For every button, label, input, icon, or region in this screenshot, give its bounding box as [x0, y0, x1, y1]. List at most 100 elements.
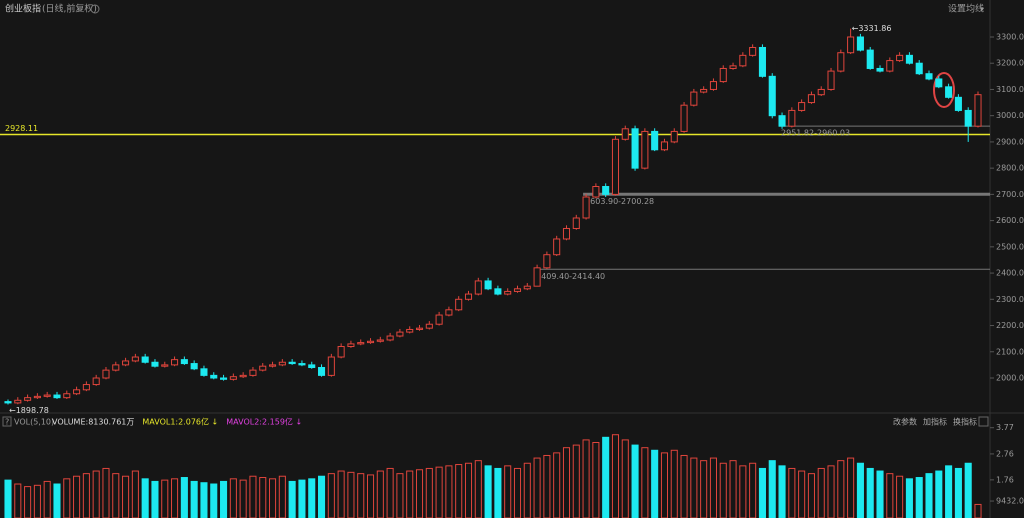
candle-body	[308, 364, 316, 369]
volume-bar	[112, 473, 120, 518]
candle-body	[876, 67, 884, 72]
candle-body	[435, 314, 443, 325]
volume-bar	[386, 467, 394, 518]
candle-body	[680, 104, 688, 132]
candle-body	[729, 65, 737, 69]
volume-bar	[523, 462, 531, 518]
candle-body	[229, 376, 237, 380]
volume-bar	[269, 478, 277, 518]
candle-body	[102, 369, 110, 379]
candle-body	[269, 364, 277, 367]
volume-bar	[347, 471, 355, 518]
volume-bar	[866, 467, 874, 518]
volume-bar	[288, 480, 296, 518]
candle-body	[73, 389, 81, 395]
candle-body	[151, 361, 159, 367]
candle-body	[63, 393, 71, 399]
toolbar-button[interactable]: 加指标	[923, 417, 947, 427]
volume-bar	[180, 477, 188, 518]
volume-bar	[719, 462, 727, 518]
candle-body	[513, 288, 522, 292]
volume-bar	[739, 465, 747, 518]
candle-body	[180, 359, 188, 365]
candle-body	[259, 365, 267, 371]
volume-bar	[474, 460, 482, 518]
volume-bar	[357, 473, 365, 518]
candle-body	[886, 60, 894, 72]
settings-icon[interactable]	[90, 4, 100, 14]
candle-body	[778, 115, 786, 127]
volume-bar	[73, 475, 81, 518]
y-tick-label: 2100.00	[996, 347, 1024, 356]
y-tick-label: 2.76	[996, 449, 1014, 458]
volume-bar	[592, 442, 600, 518]
volume-bar	[259, 477, 267, 518]
candle-body	[847, 36, 855, 54]
y-tick-label: 2200.00	[996, 321, 1024, 330]
candle-body	[925, 73, 933, 80]
candle-body	[572, 217, 580, 229]
volume-bar	[171, 478, 179, 518]
candle-body	[33, 395, 41, 399]
candle-body	[827, 70, 835, 90]
volume-bar	[768, 460, 776, 518]
volume-bar	[484, 465, 492, 518]
candle-body	[758, 46, 766, 77]
volume-bar	[200, 482, 208, 518]
volume-bar	[82, 473, 90, 518]
close-button[interactable]	[978, 416, 989, 427]
candle-body	[670, 130, 678, 143]
volume-bar	[4, 479, 12, 518]
volume-bar	[729, 460, 737, 518]
toolbar-button[interactable]: 改参数	[893, 417, 917, 427]
candle-body	[366, 340, 375, 344]
candle-body	[631, 128, 639, 169]
level-label: 2928.11	[5, 124, 38, 133]
candle-body	[533, 267, 541, 287]
volume-bar	[651, 449, 659, 518]
volume-bar	[680, 454, 688, 518]
candle-body	[190, 363, 198, 370]
candle-body	[200, 368, 208, 376]
volume-bar	[131, 470, 139, 518]
candle-body	[112, 364, 120, 371]
volume-title: VOL(5,10)	[14, 418, 54, 427]
zone-label: 2603.90-2700.28	[585, 197, 654, 206]
y-tick-label: 2800.00	[996, 164, 1024, 173]
candle-body	[494, 288, 502, 295]
ma-menu[interactable]: 设置均线	[948, 3, 984, 15]
candle-body	[141, 356, 149, 363]
index-subtitle: (日线,前复权)	[42, 3, 97, 15]
volume-bar	[513, 467, 522, 518]
volume-bar	[925, 473, 933, 518]
volume-bar	[631, 444, 639, 518]
candle-body	[945, 86, 953, 98]
candle-body	[357, 342, 365, 345]
candle-body	[92, 377, 100, 386]
volume-bar	[749, 462, 757, 518]
legend-entry: MAVOL1:2.076亿 ↓	[142, 417, 218, 427]
highlight-circle	[933, 72, 955, 108]
y-tick-label: 2700.00	[996, 190, 1024, 199]
volume-bar	[562, 447, 571, 518]
help-icon[interactable]	[2, 416, 12, 427]
y-tick-label: 3100.00	[996, 85, 1024, 94]
volume-bar	[915, 477, 923, 518]
candle-body	[562, 227, 571, 240]
toolbar-button[interactable]: 换指标	[953, 417, 977, 427]
candle-body	[278, 361, 286, 366]
candle-body	[425, 323, 433, 329]
candle-body	[700, 88, 708, 93]
candle-body	[611, 138, 620, 195]
volume-bar	[102, 467, 110, 518]
y-tick-label: 1.76	[996, 475, 1014, 484]
candle-body	[641, 130, 649, 169]
volume-bar	[876, 470, 884, 518]
volume-bar	[611, 434, 620, 518]
candle-body	[288, 361, 296, 365]
volume-bar	[964, 462, 972, 518]
volume-bar	[935, 470, 943, 518]
y-tick-label: 2300.00	[996, 295, 1024, 304]
y-tick-label: 2500.00	[996, 242, 1024, 251]
